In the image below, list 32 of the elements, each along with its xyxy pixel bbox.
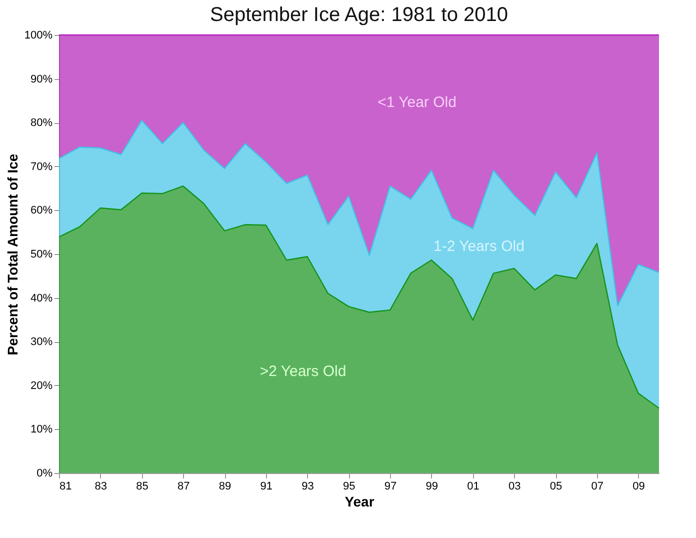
y-tick-label: 70% bbox=[30, 160, 53, 173]
x-tick-label: 93 bbox=[302, 480, 314, 492]
x-tick-label: 09 bbox=[632, 480, 645, 492]
x-tick-label: 85 bbox=[136, 480, 148, 492]
y-tick-label: 10% bbox=[30, 424, 53, 436]
series-label: >2 Years Old bbox=[260, 363, 346, 380]
x-tick-label: 05 bbox=[550, 480, 562, 492]
series-label: <1 Year Old bbox=[378, 94, 456, 111]
y-tick-label: 100% bbox=[24, 30, 53, 42]
x-tick-label: 95 bbox=[343, 480, 356, 492]
series-label: 1-2 Years Old bbox=[434, 238, 524, 255]
x-tick-label: 83 bbox=[94, 480, 108, 492]
y-tick-label: 20% bbox=[30, 380, 53, 392]
x-tick-label: 99 bbox=[426, 480, 438, 492]
x-tick-label: 01 bbox=[467, 480, 480, 492]
x-tick-label: 07 bbox=[591, 480, 604, 492]
x-axis-title: Year bbox=[344, 494, 375, 510]
x-tick-label: 81 bbox=[60, 480, 72, 492]
x-tick-label: 03 bbox=[508, 480, 521, 492]
y-tick-label: 60% bbox=[30, 204, 53, 217]
x-tick-label: 91 bbox=[260, 480, 273, 492]
y-tick-label: 40% bbox=[30, 292, 53, 304]
x-tick-label: 89 bbox=[218, 480, 232, 492]
x-tick-label: 87 bbox=[178, 480, 190, 492]
y-tick-label: 90% bbox=[30, 73, 53, 86]
chart-title: September Ice Age: 1981 to 2010 bbox=[210, 4, 508, 26]
y-tick-label: 50% bbox=[30, 248, 53, 260]
y-axis-title: Percent of Total Amount of Ice bbox=[4, 154, 20, 356]
y-tick-label: 0% bbox=[36, 468, 53, 480]
x-tick-label: 97 bbox=[384, 480, 397, 492]
y-tick-label: 30% bbox=[30, 336, 53, 348]
y-tick-label: 80% bbox=[30, 117, 53, 130]
